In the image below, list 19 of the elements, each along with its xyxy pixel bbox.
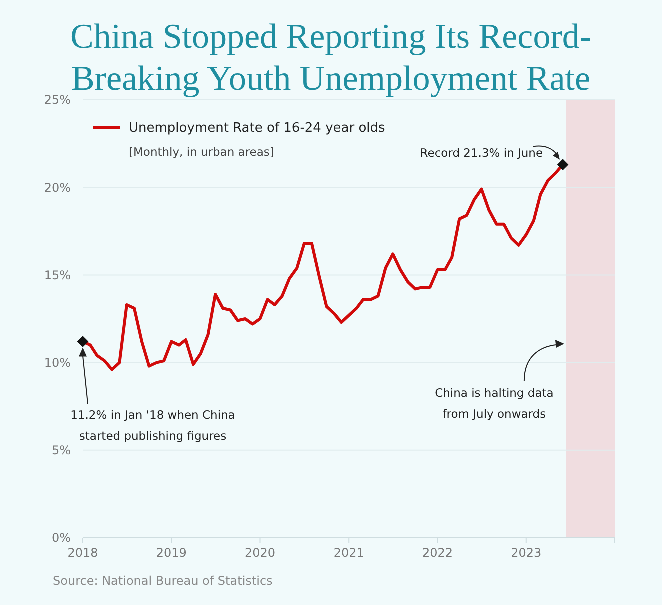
y-tick-label: 20% <box>44 180 71 195</box>
chart-title: China Stopped Reporting Its Record-Breaking Youth Unemployment Rate <box>70 17 592 98</box>
x-tick-label: 2018 <box>68 546 98 560</box>
y-tick-label: 10% <box>44 356 71 370</box>
x-tick-label: 2019 <box>156 546 187 560</box>
text: [Monthly, in urban areas] <box>129 145 274 159</box>
y-tick-label: 5% <box>52 444 71 458</box>
x-tick-label: 2023 <box>511 546 542 560</box>
x-tick-label: 2021 <box>334 546 364 560</box>
y-tick-label: 15% <box>44 268 71 282</box>
annotation: Record 21.3% in June <box>420 146 544 160</box>
source-note: Source: National Bureau of Statistics <box>53 574 273 588</box>
x-tick-label: 2020 <box>244 546 276 560</box>
legend-label: Unemployment Rate of 16-24 year olds <box>129 121 386 136</box>
y-tick-label: 0% <box>52 531 71 546</box>
x-tick-label: 2022 <box>422 546 454 560</box>
band-label: China is halting data from July onwards <box>435 386 554 421</box>
y-tick-label: 25% <box>44 93 71 108</box>
annotation: 11.2% in Jan '18 when China started publishing figures <box>70 408 236 443</box>
